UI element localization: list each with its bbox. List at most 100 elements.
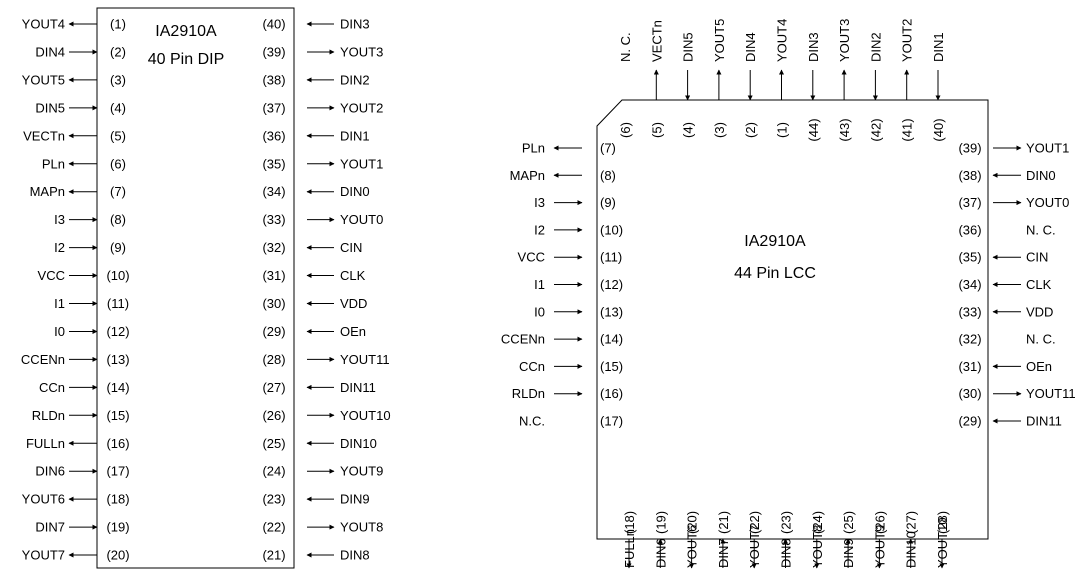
dip-pin: (40) DIN3 — [262, 17, 369, 32]
dip-pin: (31) CLK — [262, 268, 365, 283]
dip-pin: (35) YOUT1 — [262, 156, 383, 171]
pin-name: DIN4 — [35, 44, 65, 59]
pin-name: I2 — [54, 240, 65, 255]
pin-number: (29) — [262, 324, 285, 339]
pin-number: (33) — [262, 212, 285, 227]
pin-number: (27) — [904, 511, 919, 534]
pin-number: (37) — [958, 195, 981, 210]
lcc-pin: CCENn (14) — [501, 332, 623, 347]
dip-pin: VCC (10) — [38, 268, 130, 283]
dip-pin: (24) YOUT9 — [262, 464, 383, 479]
dip-pin: DIN5 (4) — [35, 100, 126, 115]
lcc-pin: (23)DIN8 — [779, 511, 794, 568]
dip-pin: MAPn (7) — [30, 184, 126, 199]
pin-name: FULLn — [26, 436, 65, 451]
pin-number: (9) — [110, 240, 126, 255]
dip-pin: YOUT4 (1) — [22, 17, 126, 32]
pin-name: VDD — [1026, 304, 1053, 319]
dip-pin: I1 (11) — [54, 296, 129, 311]
pin-name: DIN2 — [340, 72, 370, 87]
lcc-pin: (34) CLK — [958, 277, 1051, 292]
pin-name: DIN10 — [340, 436, 377, 451]
dip-pin: RLDn (15) — [32, 408, 130, 423]
pin-name: DIN9 — [340, 492, 370, 507]
dip-left-pins: YOUT4 (1) DIN4 (2) YOUT5 (3) DIN5 (4) VECTn (5) PL… — [21, 17, 130, 563]
pin-number: (21) — [716, 511, 731, 534]
lcc-pin: (38) DIN0 — [958, 168, 1055, 183]
dip-pin: YOUT6 (18) — [22, 492, 130, 507]
pin-name: CLK — [1026, 277, 1052, 292]
pin-number: (38) — [958, 168, 981, 183]
lcc-pin: (29) DIN11 — [958, 414, 1061, 429]
pin-name: YOUT8 — [340, 520, 383, 535]
pin-number: (30) — [958, 386, 981, 401]
pin-name: YOUT4 — [22, 17, 65, 32]
pin-number: (31) — [958, 359, 981, 374]
pin-number: (39) — [262, 44, 285, 59]
pin-name: N. C. — [1026, 332, 1056, 347]
dip-pin: (38) DIN2 — [262, 72, 369, 87]
pin-number: (26) — [872, 511, 887, 534]
pin-number: (10) — [600, 222, 623, 237]
dip-pin: I3 (8) — [54, 212, 126, 227]
pin-number: (14) — [600, 332, 623, 347]
pin-name: VDD — [340, 296, 367, 311]
pin-name: VECTn — [23, 128, 65, 143]
dip-pin: YOUT7 (20) — [22, 548, 130, 563]
lcc-pin: I0 (13) — [534, 304, 623, 319]
dip-pin: DIN6 (17) — [35, 464, 129, 479]
pin-number: (22) — [747, 511, 762, 534]
lcc-pin: (26)YOUT9 — [872, 511, 887, 569]
dip-body — [96, 7, 295, 569]
dip-title: IA2910A — [155, 23, 217, 40]
pin-name: PLn — [522, 141, 545, 156]
lcc-pin: (42) DIN2 — [868, 32, 883, 141]
pin-name: DIN2 — [868, 32, 883, 62]
lcc-pin: (3) YOUT5 — [712, 19, 727, 138]
pin-number: (12) — [106, 324, 129, 339]
lcc-title: IA2910A — [744, 233, 806, 250]
lcc-pin: (4) DIN5 — [681, 32, 696, 138]
pin-number: (23) — [779, 511, 794, 534]
pin-number: (25) — [841, 511, 856, 534]
pin-name: I2 — [534, 222, 545, 237]
dip-pin: (28) YOUT11 — [262, 352, 389, 367]
pin-name: YOUT1 — [1026, 141, 1069, 156]
pin-number: (11) — [600, 250, 622, 265]
pin-name: YOUT3 — [340, 44, 383, 59]
lcc-pin: (2) DIN4 — [743, 32, 758, 138]
dip-pin: (39) YOUT3 — [262, 44, 383, 59]
dip-pin: DIN4 (2) — [35, 44, 126, 59]
pin-number: (5) — [110, 128, 126, 143]
lcc-left-pins: PLn (7) MAPn (8) I3 (9) I2 (10) VCC (11) I1 (12) I0 (… — [501, 141, 623, 429]
pin-number: (25) — [262, 436, 285, 451]
lcc-pin: (35) CIN — [958, 250, 1048, 265]
pin-name: CCn — [519, 359, 545, 374]
pin-name: DIN0 — [340, 184, 370, 199]
dip-pin: (30) VDD — [262, 296, 367, 311]
dip-subtitle: 40 Pin DIP — [148, 51, 224, 68]
pin-number: (13) — [600, 304, 623, 319]
pin-name: N. C. — [1026, 222, 1056, 237]
pin-name: I1 — [54, 296, 65, 311]
pin-number: (41) — [900, 118, 915, 141]
pin-number: (16) — [600, 386, 623, 401]
pin-name: YOUT5 — [712, 19, 727, 62]
pin-name: CCENn — [501, 332, 545, 347]
pin-number: (3) — [110, 72, 126, 87]
pin-name: DIN6 — [35, 464, 65, 479]
pin-number: (18) — [622, 511, 637, 534]
lcc-pin: (5) VECTn — [649, 20, 664, 138]
pin-number: (4) — [681, 122, 696, 138]
pin-number: (13) — [106, 352, 129, 367]
pin-name: I3 — [54, 212, 65, 227]
pin-number: (1) — [110, 17, 126, 32]
pin-name: DIN1 — [340, 128, 370, 143]
lcc-pin: (31) OEn — [958, 359, 1052, 374]
pin-number: (43) — [837, 118, 852, 141]
lcc-pin: (18)FULLn — [622, 511, 637, 569]
dip-pin: PLn (6) — [42, 156, 126, 171]
pin-name: YOUT5 — [22, 72, 65, 87]
pin-name: YOUT0 — [1026, 195, 1069, 210]
lcc-pin: (25)DIN9 — [841, 511, 856, 568]
